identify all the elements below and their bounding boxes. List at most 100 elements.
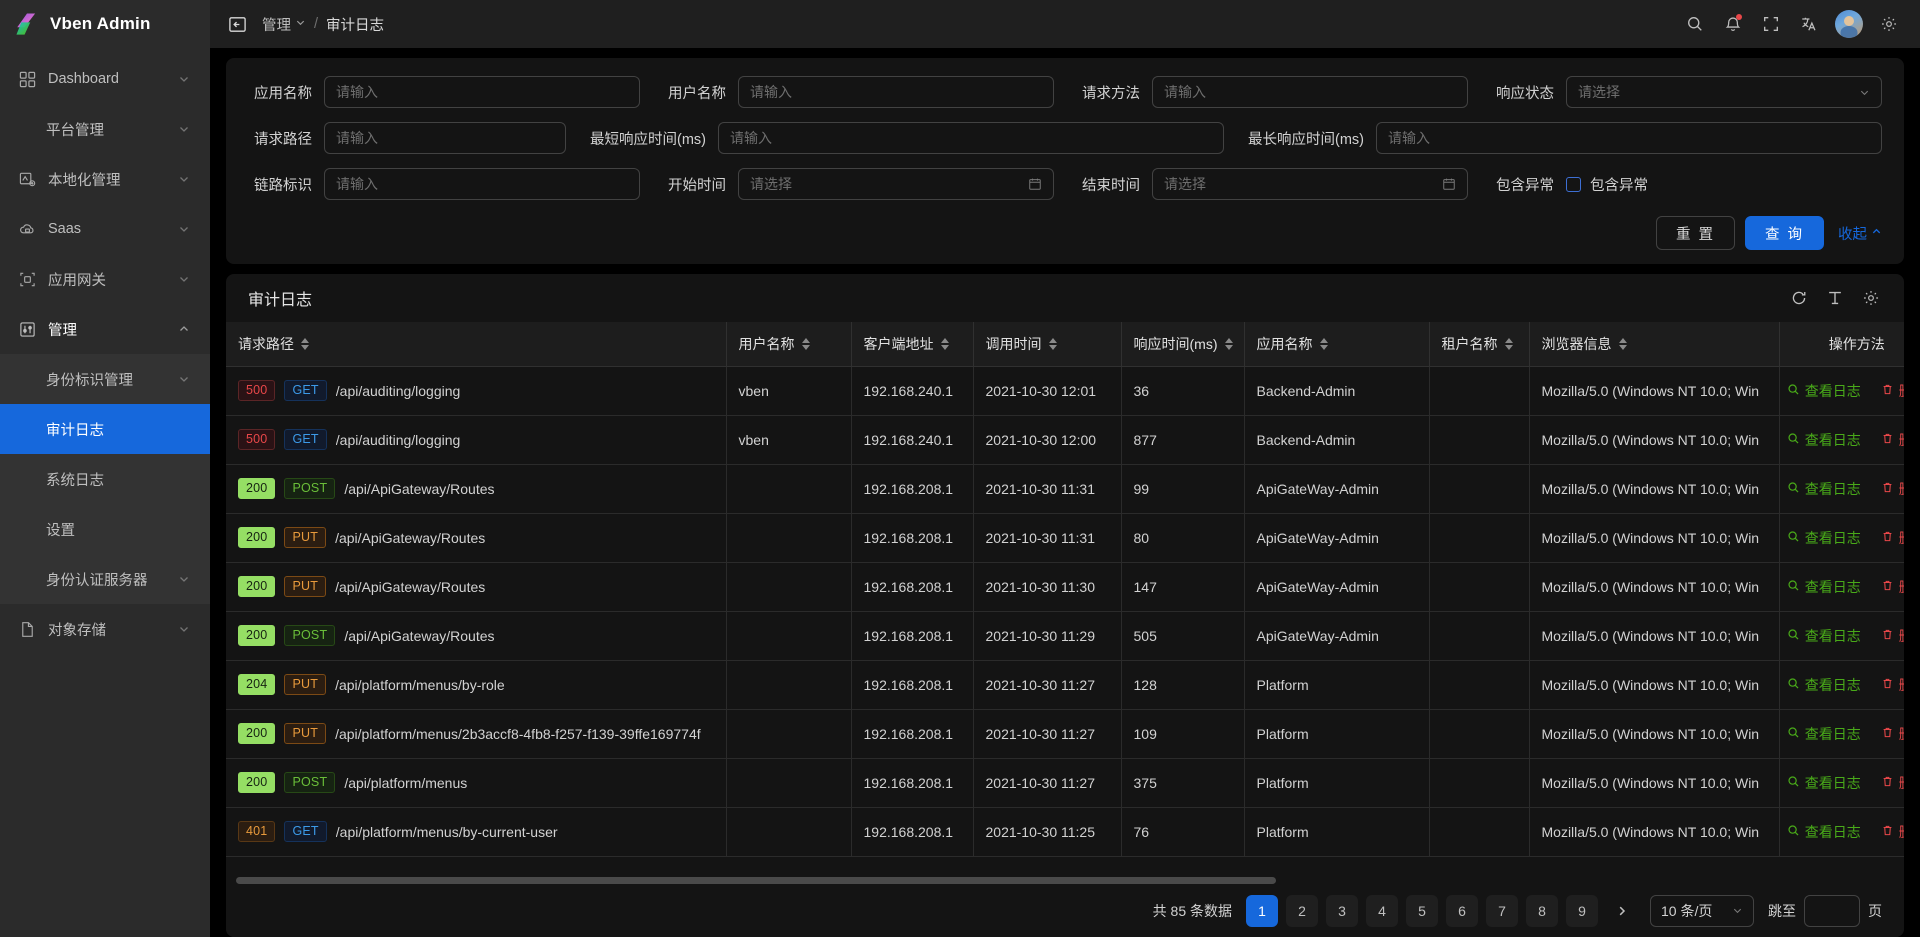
avatar[interactable] (1835, 10, 1863, 38)
pagination-page-3[interactable]: 3 (1326, 895, 1358, 927)
column-header-app-name[interactable]: 应用名称 (1244, 322, 1430, 367)
reset-button[interactable]: 重 置 (1655, 216, 1735, 250)
column-header-call-time[interactable]: 调用时间 (973, 322, 1122, 367)
table-row[interactable]: 500 GET/api/auditing/logging vben 192.168.2… (226, 366, 1904, 416)
refresh-icon[interactable] (1788, 287, 1810, 309)
sidebar-item-object-storage[interactable]: 对象存储 (0, 604, 210, 654)
menu-collapse-icon[interactable] (220, 7, 254, 41)
table-row[interactable]: 200 PUT/api/ApiGateway/Routes 192.168.208.… (226, 513, 1904, 563)
request-method-input[interactable]: 请输入 (1152, 76, 1468, 108)
pagination-page-7[interactable]: 7 (1486, 895, 1518, 927)
table-row[interactable]: 200 PUT/api/platform/menus/2b3accf8-4fb8-… (226, 709, 1904, 759)
sort-icon[interactable] (1048, 337, 1057, 350)
delete-button[interactable]: 删除 (1871, 675, 1904, 695)
app-name-input[interactable]: 请输入 (324, 76, 640, 108)
end-time-datepicker[interactable]: 请选择 (1152, 168, 1468, 200)
sidebar-item-settings[interactable]: 设置 (0, 504, 210, 554)
request-path-input[interactable]: 请输入 (324, 122, 566, 154)
sidebar-item-gateway[interactable]: 应用网关 (0, 254, 210, 304)
search-icon[interactable] (1678, 7, 1712, 41)
delete-button[interactable]: 删除 (1871, 724, 1904, 744)
max-duration-input[interactable]: 请输入 (1376, 122, 1882, 154)
pagination-page-6[interactable]: 6 (1446, 895, 1478, 927)
view-log-button[interactable]: 查看日志 (1779, 381, 1871, 401)
sidebar-item-identity[interactable]: 身份标识管理 (0, 354, 210, 404)
search-button[interactable]: 查 询 (1744, 216, 1824, 250)
pagination-page-1[interactable]: 1 (1246, 895, 1278, 927)
column-header-browser-info[interactable]: 浏览器信息 (1529, 322, 1780, 367)
sort-icon[interactable] (940, 337, 949, 350)
pagination-page-9[interactable]: 9 (1566, 895, 1598, 927)
user-name-input[interactable]: 请输入 (738, 76, 1054, 108)
response-status-select[interactable]: 请选择 (1566, 76, 1882, 108)
delete-button[interactable]: 删除 (1871, 479, 1904, 499)
brand[interactable]: Vben Admin (0, 0, 210, 48)
view-log-button[interactable]: 查看日志 (1779, 626, 1871, 646)
pagination-page-5[interactable]: 5 (1406, 895, 1438, 927)
sidebar-item-platform[interactable]: 平台管理 (0, 104, 210, 154)
table-horizontal-scrollbar[interactable] (226, 876, 1904, 885)
sort-icon[interactable] (801, 337, 810, 350)
view-log-button[interactable]: 查看日志 (1779, 528, 1871, 548)
cell-user-name (726, 611, 852, 661)
sidebar-item-management[interactable]: 管理 (0, 304, 210, 354)
table-row[interactable]: 401 GET/api/platform/menus/by-current-use… (226, 807, 1904, 857)
translate-icon[interactable] (1792, 7, 1826, 41)
jump-input[interactable] (1804, 895, 1860, 927)
delete-button[interactable]: 删除 (1871, 822, 1904, 842)
fullscreen-table-icon[interactable] (1824, 287, 1846, 309)
delete-button[interactable]: 删除 (1871, 626, 1904, 646)
sort-icon[interactable] (1504, 337, 1513, 350)
table-row[interactable]: 200 POST/api/ApiGateway/Routes 192.168.208… (226, 464, 1904, 514)
page-size-select[interactable]: 10 条/页 (1650, 895, 1754, 927)
pagination-next-button[interactable] (1606, 895, 1638, 927)
column-settings-icon[interactable] (1860, 287, 1882, 309)
sort-icon[interactable] (301, 337, 309, 350)
pagination-page-4[interactable]: 4 (1366, 895, 1398, 927)
start-time-datepicker[interactable]: 请选择 (738, 168, 1054, 200)
sidebar-item-auth-server[interactable]: 身份认证服务器 (0, 554, 210, 604)
gear-icon[interactable] (1872, 7, 1906, 41)
trace-id-input[interactable]: 请输入 (324, 168, 640, 200)
table-row[interactable]: 200 POST/api/ApiGateway/Routes 192.168.208… (226, 611, 1904, 661)
column-header-client-ip[interactable]: 客户端地址 (851, 322, 974, 367)
column-header-request-path[interactable]: 请求路径 (226, 322, 727, 367)
scrollbar-thumb[interactable] (236, 877, 1276, 884)
column-header-tenant-name[interactable]: 租户名称 (1429, 322, 1530, 367)
delete-button[interactable]: 删除 (1871, 381, 1904, 401)
fullscreen-icon[interactable] (1754, 7, 1788, 41)
table-row[interactable]: 500 GET/api/auditing/logging vben 192.168.2… (226, 415, 1904, 465)
column-header-duration[interactable]: 响应时间(ms) (1121, 322, 1245, 367)
view-log-button[interactable]: 查看日志 (1779, 675, 1871, 695)
pagination-page-2[interactable]: 2 (1286, 895, 1318, 927)
bell-icon[interactable] (1716, 7, 1750, 41)
include-exception-checkbox[interactable] (1566, 176, 1581, 192)
sort-icon[interactable] (1319, 337, 1328, 350)
breadcrumb-parent[interactable]: 管理 (262, 14, 306, 35)
sidebar-item-system-log[interactable]: 系统日志 (0, 454, 210, 504)
delete-button[interactable]: 删除 (1871, 430, 1904, 450)
view-log-button[interactable]: 查看日志 (1779, 822, 1871, 842)
sidebar-item-localization[interactable]: 本地化管理 (0, 154, 210, 204)
table-row[interactable]: 200 POST/api/platform/menus 192.168.208.1 2… (226, 758, 1904, 808)
view-log-button[interactable]: 查看日志 (1779, 577, 1871, 597)
view-log-button[interactable]: 查看日志 (1779, 479, 1871, 499)
collapse-filter-button[interactable]: 收起 (1834, 223, 1882, 244)
pagination-page-8[interactable]: 8 (1526, 895, 1558, 927)
sidebar-item-saas[interactable]: Saas (0, 204, 210, 254)
sort-icon[interactable] (1618, 337, 1627, 350)
sidebar-item-audit-log[interactable]: 审计日志 (0, 404, 210, 454)
view-log-button[interactable]: 查看日志 (1779, 773, 1871, 793)
table-row[interactable]: 204 PUT/api/platform/menus/by-role 192.168… (226, 660, 1904, 710)
column-header-user-name[interactable]: 用户名称 (726, 322, 852, 367)
delete-button[interactable]: 删除 (1871, 528, 1904, 548)
table-row[interactable]: 200 PUT/api/ApiGateway/Routes 192.168.208.… (226, 562, 1904, 612)
sidebar-item-dashboard[interactable]: Dashboard (0, 54, 210, 104)
sort-icon[interactable] (1224, 337, 1233, 350)
min-duration-input[interactable]: 请输入 (718, 122, 1224, 154)
delete-button[interactable]: 删除 (1871, 773, 1904, 793)
delete-button[interactable]: 删除 (1871, 577, 1904, 597)
include-exception-checkbox-wrap[interactable]: 包含异常 (1566, 174, 1648, 195)
view-log-button[interactable]: 查看日志 (1779, 724, 1871, 744)
view-log-button[interactable]: 查看日志 (1779, 430, 1871, 450)
